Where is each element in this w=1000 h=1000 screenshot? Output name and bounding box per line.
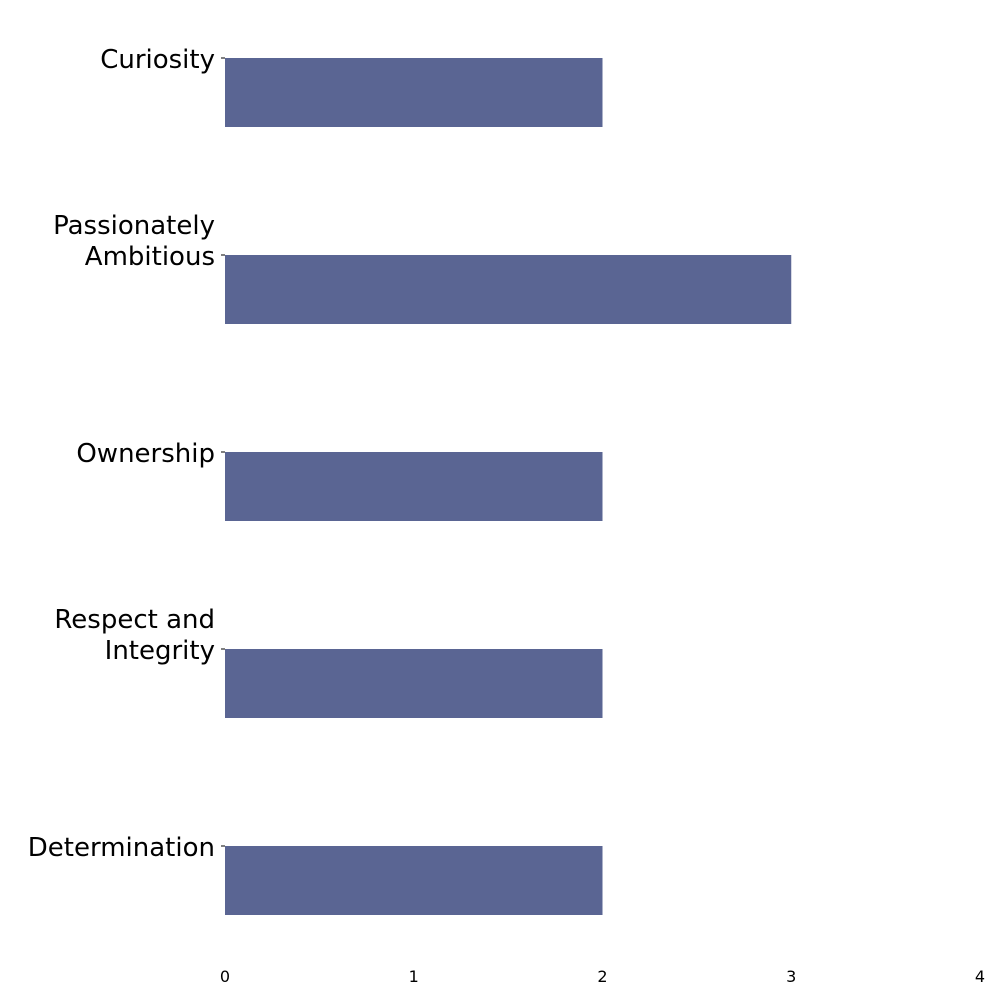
bar xyxy=(225,255,792,324)
y-axis-label: Ownership xyxy=(76,439,215,469)
x-tick-label: 0 xyxy=(220,967,230,986)
y-axis-label-line: Passionately xyxy=(53,211,215,241)
y-axis-label: Curiosity xyxy=(100,45,215,75)
y-axis-label-line: Ownership xyxy=(76,439,215,469)
bar xyxy=(225,452,603,521)
y-axis-label-line: Integrity xyxy=(105,636,215,666)
bar xyxy=(225,846,603,915)
y-tick-marks xyxy=(221,57,225,847)
y-axis-label: Passionately Ambitious xyxy=(53,211,215,272)
bar xyxy=(225,649,603,718)
y-axis-label-line: Respect and xyxy=(54,605,215,635)
y-axis-labels: Curiosity Passionately Ambitious Ownership R… xyxy=(28,45,215,863)
y-axis-label-line: Ambitious xyxy=(85,242,215,272)
y-axis-label: Determination xyxy=(28,833,215,863)
x-axis-tick-labels: 0 1 2 3 4 xyxy=(220,967,985,986)
x-tick-label: 1 xyxy=(409,967,419,986)
x-tick-label: 2 xyxy=(597,967,607,986)
y-axis-label-line: Curiosity xyxy=(100,45,215,75)
x-tick-label: 4 xyxy=(975,967,985,986)
x-tick-label: 3 xyxy=(786,967,796,986)
y-axis-label: Respect and Integrity xyxy=(54,605,215,666)
bars-group xyxy=(225,58,792,915)
bar xyxy=(225,58,603,127)
y-axis-label-line: Determination xyxy=(28,833,215,863)
